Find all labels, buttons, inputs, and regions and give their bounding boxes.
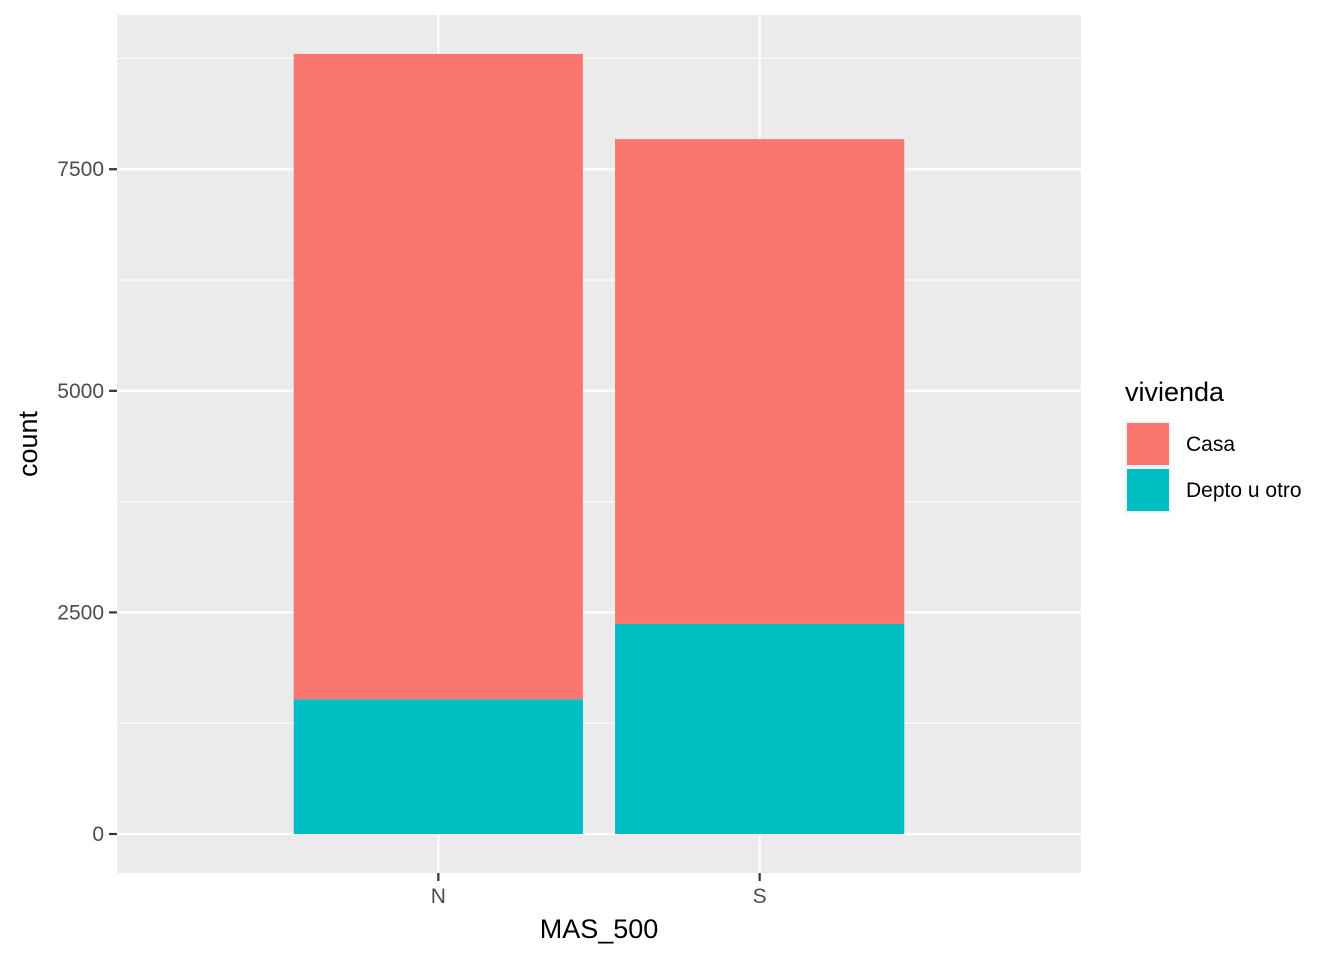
y-tick-label: 7500 [57,158,104,181]
legend-title: vivienda [1125,377,1225,407]
y-tick-label: 0 [92,823,104,846]
bars-group [293,54,905,834]
x-axis-title: MAS_500 [540,914,659,944]
legend-label: Depto u otro [1186,479,1302,502]
x-tick-label: N [431,885,446,908]
legend: vivienda Casa Depto u otro [1125,377,1302,513]
legend-label: Casa [1186,433,1235,456]
bar-n-casa [293,54,583,700]
bar-s-depto-u-otro [615,623,905,834]
y-axis: 0 2500 5000 7500 [57,158,117,846]
bar-n-depto-u-otro [293,699,583,834]
y-tick-label: 2500 [57,601,104,624]
minor-gridlines [117,57,1081,724]
bar-s-casa [615,139,905,624]
legend-swatch-casa [1127,423,1169,465]
y-axis-title: count [13,410,43,477]
y-tick-label: 5000 [57,380,104,403]
x-tick-label: S [753,885,767,908]
legend-swatch-depto-u-otro [1127,469,1169,511]
plot-panel [117,15,1081,873]
